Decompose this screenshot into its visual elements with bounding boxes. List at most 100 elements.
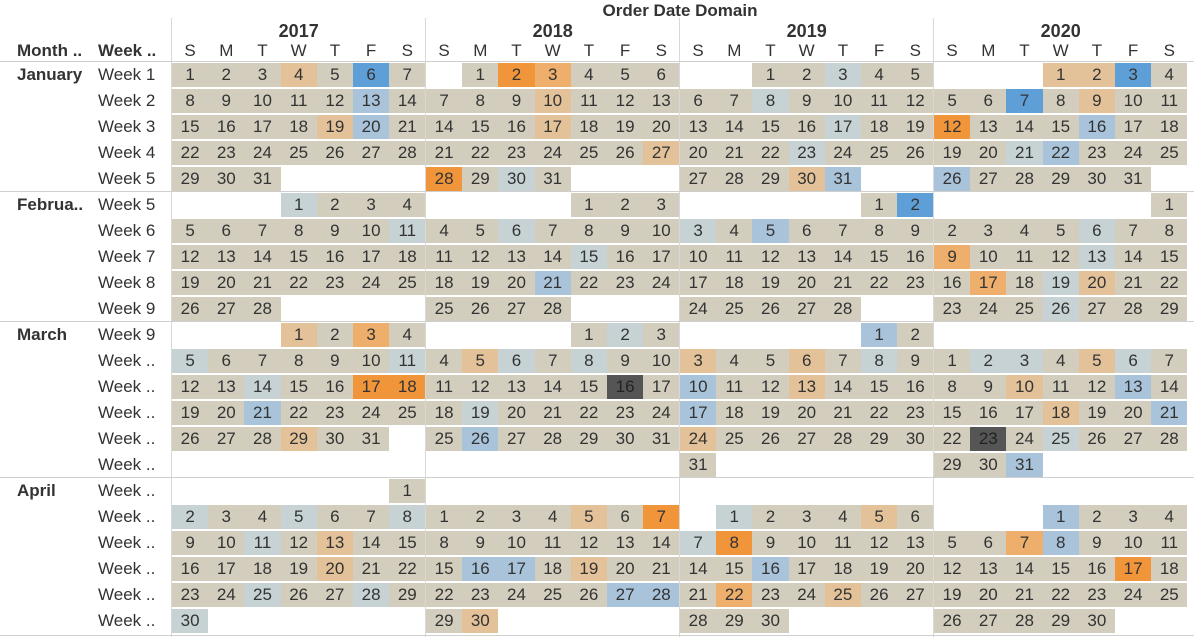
day-cell[interactable]: 6 [788, 219, 825, 243]
week-label[interactable]: Week .. [98, 455, 156, 474]
day-cell[interactable]: 23 [897, 271, 934, 295]
day-cell[interactable]: 16 [1078, 557, 1115, 581]
day-cell[interactable]: 3 [353, 323, 390, 347]
day-cell[interactable]: 29 [462, 167, 499, 191]
day-cell[interactable]: 25 [426, 297, 463, 321]
day-cell[interactable]: 30 [752, 609, 789, 633]
day-cell[interactable]: 23 [607, 271, 644, 295]
day-cell[interactable]: 15 [934, 401, 971, 425]
day-cell[interactable]: 24 [788, 583, 825, 607]
day-cell[interactable]: 14 [643, 531, 680, 555]
day-cell[interactable]: 21 [389, 115, 426, 139]
day-cell[interactable]: 2 [1078, 505, 1115, 529]
day-cell[interactable]: 6 [680, 89, 717, 113]
day-cell[interactable]: 10 [244, 89, 281, 113]
day-cell[interactable]: 4 [716, 349, 753, 373]
day-cell[interactable]: 31 [643, 427, 680, 451]
day-cell[interactable]: 15 [280, 375, 317, 399]
day-cell[interactable]: 19 [172, 401, 209, 425]
day-cell[interactable]: 7 [716, 89, 753, 113]
day-cell[interactable]: 21 [716, 141, 753, 165]
day-cell[interactable]: 8 [716, 531, 753, 555]
day-cell[interactable]: 1 [280, 193, 317, 217]
day-cell[interactable]: 21 [643, 557, 680, 581]
day-cell[interactable]: 26 [570, 583, 607, 607]
day-cell[interactable]: 5 [897, 63, 934, 87]
day-cell[interactable]: 21 [824, 401, 861, 425]
day-cell[interactable]: 3 [643, 323, 680, 347]
day-cell[interactable]: 30 [172, 609, 209, 633]
day-cell[interactable]: 4 [244, 505, 281, 529]
day-cell[interactable]: 1 [861, 323, 898, 347]
day-cell[interactable]: 15 [570, 245, 607, 269]
day-cell[interactable]: 6 [1078, 219, 1115, 243]
day-cell[interactable]: 24 [208, 583, 245, 607]
day-cell[interactable]: 10 [353, 349, 390, 373]
day-cell[interactable]: 10 [534, 89, 571, 113]
day-cell[interactable]: 3 [824, 63, 861, 87]
day-cell[interactable]: 3 [643, 193, 680, 217]
week-label[interactable]: Week .. [98, 403, 156, 422]
day-cell[interactable]: 13 [788, 245, 825, 269]
day-cell[interactable]: 20 [607, 557, 644, 581]
day-cell[interactable]: 15 [426, 557, 463, 581]
day-cell[interactable]: 12 [462, 375, 499, 399]
day-cell[interactable]: 11 [716, 375, 753, 399]
day-cell[interactable]: 23 [316, 401, 353, 425]
day-cell[interactable]: 15 [1042, 115, 1079, 139]
day-cell[interactable]: 26 [316, 141, 353, 165]
day-cell[interactable]: 8 [280, 349, 317, 373]
day-cell[interactable]: 22 [752, 141, 789, 165]
day-cell[interactable]: 6 [607, 505, 644, 529]
day-cell[interactable]: 23 [316, 271, 353, 295]
day-cell[interactable]: 2 [788, 63, 825, 87]
day-cell[interactable]: 7 [824, 349, 861, 373]
day-cell[interactable]: 31 [824, 167, 861, 191]
day-cell[interactable]: 6 [208, 219, 245, 243]
day-cell[interactable]: 25 [570, 141, 607, 165]
day-cell[interactable]: 26 [172, 297, 209, 321]
week-label[interactable]: Week .. [98, 481, 156, 500]
day-cell[interactable]: 18 [824, 557, 861, 581]
day-cell[interactable]: 26 [752, 297, 789, 321]
day-cell[interactable]: 29 [716, 609, 753, 633]
day-cell[interactable]: 14 [1151, 375, 1188, 399]
day-cell[interactable]: 3 [788, 505, 825, 529]
day-cell[interactable]: 23 [208, 141, 245, 165]
day-cell[interactable]: 24 [970, 297, 1007, 321]
day-cell[interactable]: 5 [462, 219, 499, 243]
day-cell[interactable]: 7 [1006, 531, 1043, 555]
day-cell[interactable]: 24 [498, 583, 535, 607]
day-cell[interactable]: 26 [280, 583, 317, 607]
day-cell[interactable]: 24 [643, 271, 680, 295]
day-cell[interactable]: 25 [716, 427, 753, 451]
day-cell[interactable]: 7 [426, 89, 463, 113]
day-cell[interactable]: 30 [788, 167, 825, 191]
day-cell[interactable]: 4 [570, 63, 607, 87]
day-cell[interactable]: 12 [934, 115, 971, 139]
day-cell[interactable]: 4 [426, 349, 463, 373]
day-cell[interactable]: 28 [426, 167, 463, 191]
day-cell[interactable]: 13 [607, 531, 644, 555]
day-cell[interactable]: 13 [970, 115, 1007, 139]
day-cell[interactable]: 17 [534, 115, 571, 139]
week-label[interactable]: Week 7 [98, 247, 156, 266]
day-cell[interactable]: 18 [389, 245, 426, 269]
day-cell[interactable]: 13 [897, 531, 934, 555]
day-cell[interactable]: 18 [244, 557, 281, 581]
day-cell[interactable]: 21 [534, 401, 571, 425]
day-cell[interactable]: 3 [208, 505, 245, 529]
day-cell[interactable]: 22 [716, 583, 753, 607]
month-label[interactable]: Februa.. [17, 195, 84, 214]
day-cell[interactable]: 25 [1006, 297, 1043, 321]
month-column-header[interactable]: Month .. [17, 41, 83, 60]
day-cell[interactable]: 5 [570, 505, 607, 529]
day-cell[interactable]: 2 [498, 63, 535, 87]
day-cell[interactable]: 27 [498, 297, 535, 321]
day-cell[interactable]: 12 [172, 375, 209, 399]
day-cell[interactable]: 23 [934, 297, 971, 321]
day-cell[interactable]: 23 [788, 141, 825, 165]
day-cell[interactable]: 20 [208, 401, 245, 425]
day-cell[interactable]: 7 [643, 505, 680, 529]
day-cell[interactable]: 20 [970, 583, 1007, 607]
